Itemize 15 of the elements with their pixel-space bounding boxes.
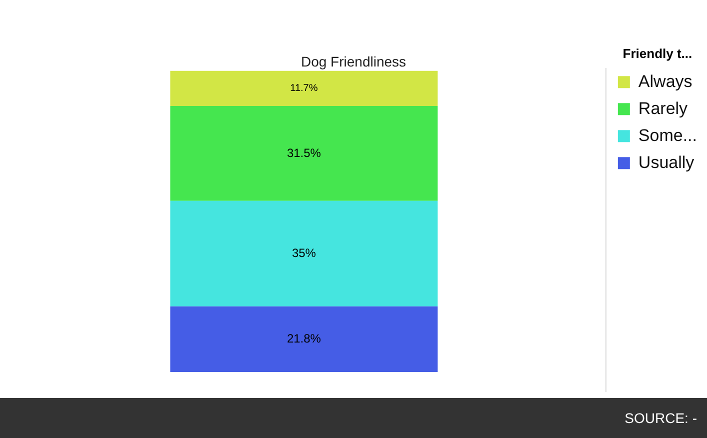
chart-title: Dog Friendliness bbox=[300, 53, 406, 70]
legend-label: Rarely bbox=[638, 98, 688, 118]
legend-label: Always bbox=[638, 72, 692, 91]
data-label: 31.5% bbox=[286, 146, 322, 160]
bar bbox=[170, 70, 438, 106]
data-label: 21.8% bbox=[286, 331, 322, 346]
data-label: 11.7% bbox=[290, 83, 318, 94]
source-note: SOURCE: - bbox=[624, 410, 697, 426]
data-label: 35% bbox=[292, 246, 316, 260]
bar bbox=[170, 306, 438, 372]
legend-label: Usually bbox=[638, 152, 695, 172]
bar bbox=[170, 200, 438, 306]
legend-title: Friendly t... bbox=[622, 46, 692, 62]
legend-label: Some... bbox=[638, 126, 698, 145]
bar bbox=[170, 106, 438, 201]
